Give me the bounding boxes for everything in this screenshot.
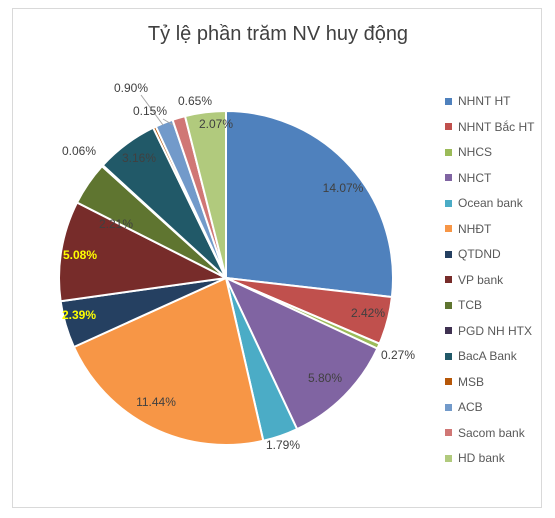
legend-item-5: Ocean bank [445, 195, 523, 211]
leader-line-2 [162, 118, 174, 126]
legend-swatch [445, 378, 452, 385]
legend-swatch [445, 327, 452, 334]
legend-item-15: HD bank [445, 450, 505, 466]
pie-slice-15 [183, 109, 227, 279]
legend-swatch [445, 454, 452, 462]
legend-swatch [445, 148, 452, 156]
legend-item-14: Sacom bank [445, 425, 525, 441]
data-label-9: 2.21% [99, 217, 133, 231]
legend-label: NHCS [458, 145, 493, 159]
legend-item-13: ACB [445, 399, 483, 415]
legend-swatch [445, 403, 452, 411]
legend-label: VP bank [458, 272, 504, 287]
legend-item-2: NHNT Bắc HT [445, 119, 534, 135]
data-label-4: 5.80% [308, 371, 342, 385]
data-label-7: 2.39% [62, 308, 96, 322]
legend-swatch [445, 250, 452, 258]
data-label-3: 0.27% [381, 348, 415, 362]
legend-label: PGD NH HTX [458, 323, 533, 338]
pie-slice-8 [58, 201, 230, 303]
leader-line-1 [140, 94, 164, 126]
chart-title: Tỷ lệ phần trăm NV huy động [147, 23, 409, 45]
pie-slice-6 [72, 276, 265, 446]
legend-swatch [445, 276, 452, 283]
pie-chart: 14.07% 2.42% 0.27% 5.80% 1.79% 11.44% 2.39% 5.0… [58, 81, 415, 452]
legend-label: TCB [458, 298, 482, 312]
data-label-5: 1.79% [266, 438, 300, 452]
legend-label: BacA Bank [458, 349, 517, 363]
legend-label: MSB [458, 374, 485, 389]
legend-swatch [445, 97, 452, 105]
legend-swatch [445, 199, 452, 207]
legend-item-4: NHCT [445, 170, 491, 186]
chart-frame: Tỷ lệ phần trăm NV huy động 14.07% 2.42% 0… [12, 8, 542, 508]
legend-label: HD bank [458, 451, 505, 465]
data-label-12: 0.15% [133, 104, 167, 118]
pie-slice-4 [223, 275, 379, 431]
legend-item-3: NHCS [445, 144, 492, 160]
legend-item-6: NHĐT [445, 221, 491, 237]
data-label-2: 2.42% [351, 306, 385, 320]
legend-label: Ocean bank [458, 196, 523, 210]
legend-item-10: PGD NH HTX [445, 323, 532, 339]
legend-item-11: BacA Bank [445, 348, 517, 364]
pie-slices [58, 109, 394, 446]
data-label-1: 14.07% [323, 181, 364, 195]
data-label-6: 11.44% [136, 395, 176, 409]
legend-label: Sacom bank [458, 425, 525, 440]
legend-label: NHNT HT [458, 94, 511, 108]
legend-label: NHCT [458, 170, 492, 185]
legend-swatch [445, 225, 452, 232]
data-label-13: 0.90% [114, 81, 148, 95]
legend-label: ACB [458, 400, 483, 414]
legend-label: NHNT Bắc HT [458, 119, 535, 134]
pie-slice-1 [225, 109, 394, 299]
legend-label: NHĐT [458, 221, 492, 236]
data-label-11: 3.16% [122, 151, 156, 165]
legend-label: QTDND [458, 247, 501, 261]
legend-item-8: VP bank [445, 272, 503, 288]
legend-item-9: TCB [445, 297, 482, 313]
legend-swatch [445, 301, 452, 309]
legend-item-12: MSB [445, 374, 484, 390]
legend-swatch [445, 123, 452, 130]
legend-item-7: QTDND [445, 246, 501, 262]
data-label-10: 0.06% [62, 144, 96, 158]
data-label-8: 5.08% [63, 248, 97, 262]
legend-swatch [445, 352, 452, 360]
data-label-15: 2.07% [199, 117, 233, 131]
data-label-14: 0.65% [178, 94, 212, 108]
legend-swatch [445, 174, 452, 181]
legend-item-1: NHNT HT [445, 93, 510, 109]
legend-swatch [445, 429, 452, 436]
